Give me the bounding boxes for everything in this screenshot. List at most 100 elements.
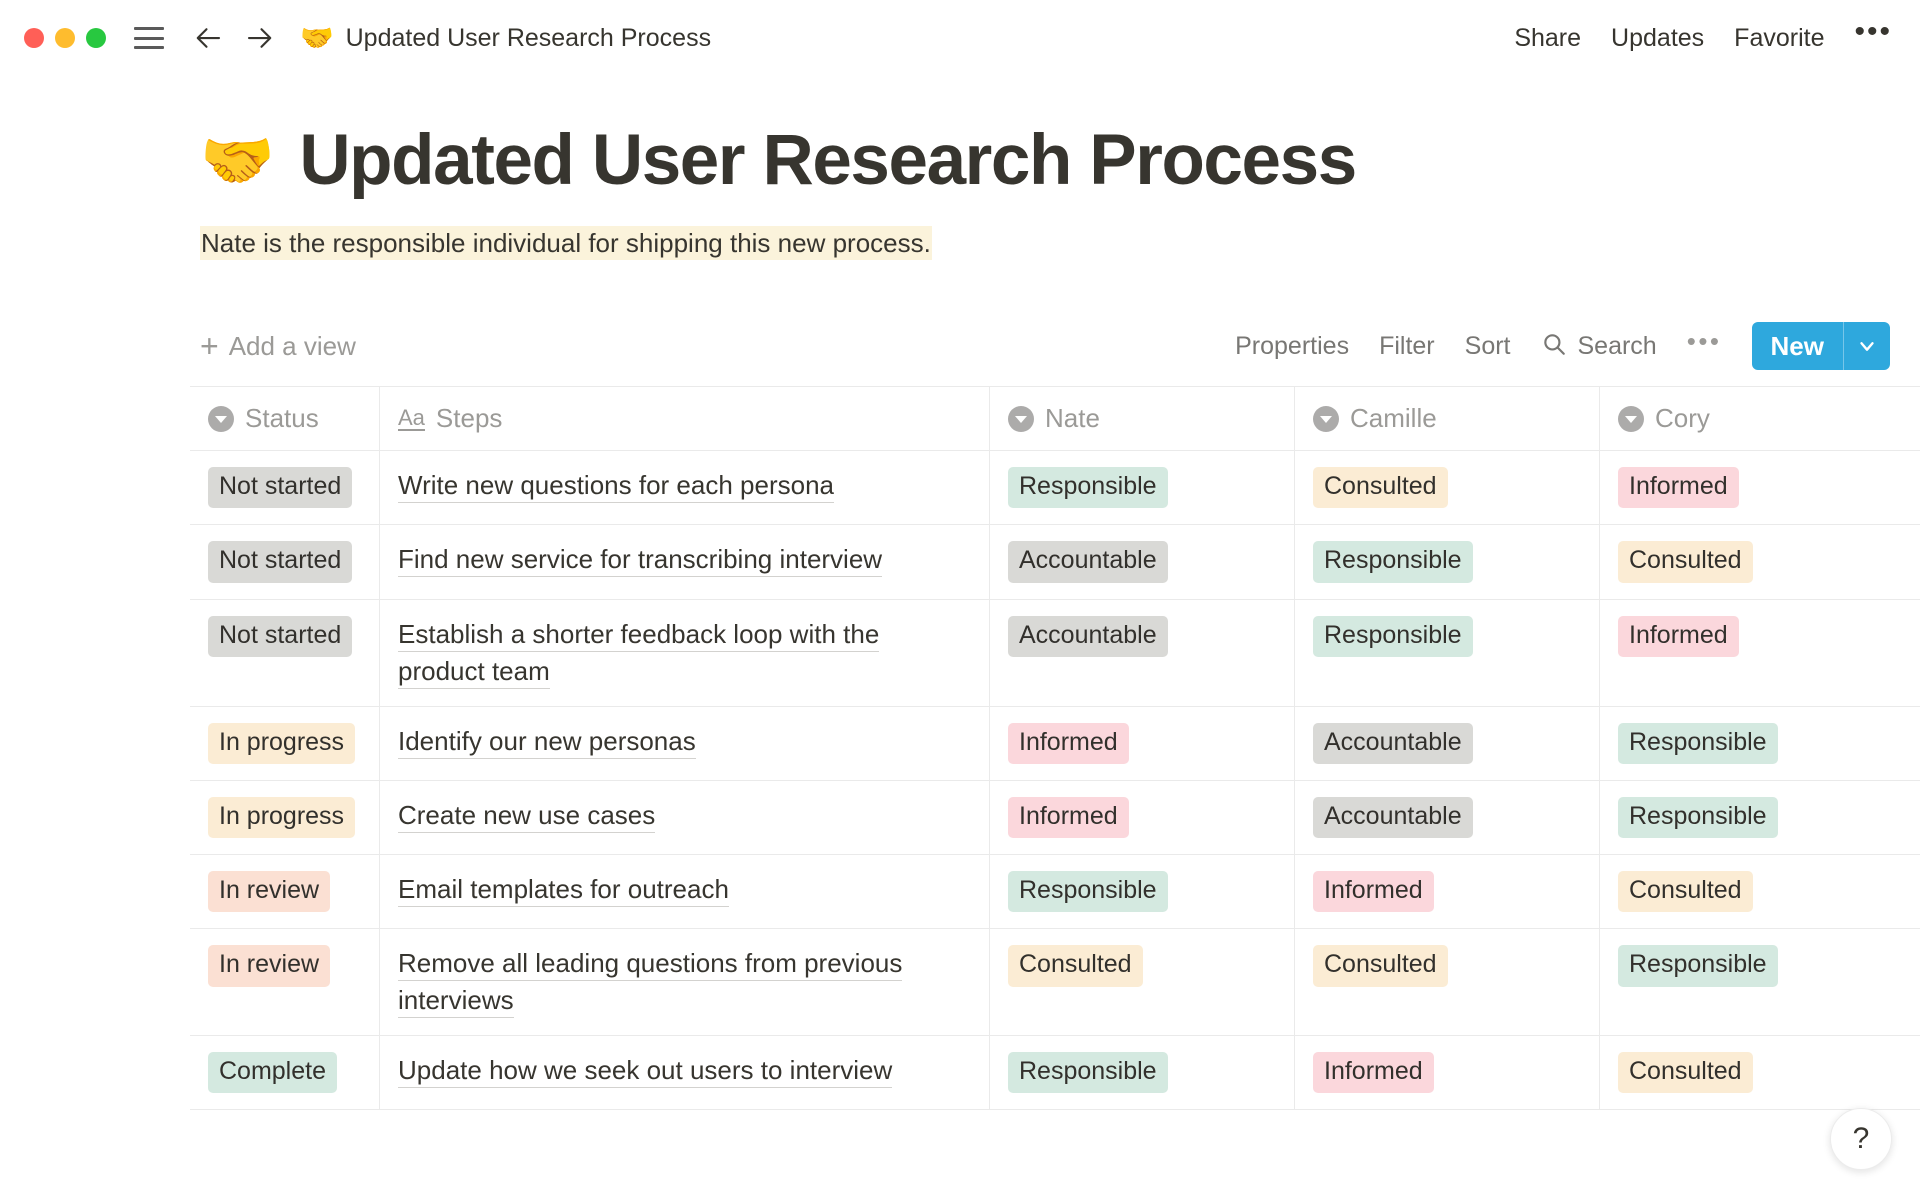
hamburger-icon[interactable] bbox=[134, 27, 164, 49]
cell-cory[interactable]: Informed bbox=[1600, 600, 1920, 706]
page-handshake-icon[interactable]: 🤝 bbox=[200, 127, 275, 195]
cell-status[interactable]: Complete bbox=[190, 1036, 380, 1110]
column-header-cory[interactable]: Cory bbox=[1600, 387, 1920, 450]
status-badge: In review bbox=[208, 871, 331, 913]
breadcrumb[interactable]: 🤝 Updated User Research Process bbox=[300, 24, 711, 53]
step-title-link[interactable]: Remove all leading questions from previo… bbox=[398, 945, 971, 1019]
page-header: 🤝 Updated User Research Process Nate is … bbox=[0, 76, 1920, 262]
cell-status[interactable]: In progress bbox=[190, 706, 380, 780]
step-title-link[interactable]: Create new use cases bbox=[398, 797, 656, 834]
table-row[interactable]: Complete Update how we seek out users to … bbox=[190, 1036, 1920, 1111]
cell-cory[interactable]: Responsible bbox=[1600, 707, 1920, 780]
maximize-window-button[interactable] bbox=[86, 28, 106, 48]
arrow-left-icon[interactable] bbox=[192, 21, 226, 55]
table-row[interactable]: Not started Write new questions for each … bbox=[190, 451, 1920, 526]
table-row[interactable]: In review Email templates for outreach Res… bbox=[190, 855, 1920, 930]
step-title-link[interactable]: Write new questions for each persona bbox=[398, 467, 834, 504]
cell-nate[interactable]: Informed bbox=[990, 706, 1295, 780]
table-row[interactable]: Not started Establish a shorter feedback … bbox=[190, 599, 1920, 707]
toolbar-right-group: Properties Filter Sort Search ••• New bbox=[1235, 322, 1920, 371]
cell-cory[interactable]: Consulted bbox=[1600, 855, 1920, 928]
cell-steps[interactable]: Create new use cases bbox=[380, 780, 990, 855]
cell-cory[interactable]: Responsible bbox=[1600, 929, 1920, 1035]
cell-nate[interactable]: Responsible bbox=[990, 1036, 1295, 1110]
step-title-link[interactable]: Find new service for transcribing interv… bbox=[398, 541, 883, 578]
cell-status[interactable]: In review bbox=[190, 855, 380, 929]
cell-camille[interactable]: Responsible bbox=[1295, 525, 1600, 599]
share-button[interactable]: Share bbox=[1514, 23, 1582, 52]
table-row[interactable]: Not started Find new service for transcri… bbox=[190, 525, 1920, 600]
cell-camille[interactable]: Informed bbox=[1295, 1036, 1600, 1110]
filter-button[interactable]: Filter bbox=[1379, 331, 1435, 360]
cell-steps[interactable]: Email templates for outreach bbox=[380, 855, 990, 929]
cell-status[interactable]: Not started bbox=[190, 525, 380, 599]
more-options-icon[interactable]: ••• bbox=[1854, 15, 1892, 48]
cell-nate[interactable]: Responsible bbox=[990, 855, 1295, 929]
cell-camille[interactable]: Consulted bbox=[1295, 451, 1600, 525]
raci-badge: Consulted bbox=[1313, 945, 1448, 987]
cell-nate[interactable]: Accountable bbox=[990, 599, 1295, 706]
view-more-options-icon[interactable]: ••• bbox=[1686, 326, 1722, 357]
sort-button[interactable]: Sort bbox=[1464, 331, 1511, 360]
cell-status[interactable]: Not started bbox=[190, 451, 380, 525]
new-record-button[interactable]: New bbox=[1751, 322, 1890, 371]
column-header-label: Status bbox=[245, 403, 319, 434]
cell-nate[interactable]: Accountable bbox=[990, 525, 1295, 599]
search-button[interactable]: Search bbox=[1541, 331, 1657, 362]
window-traffic-lights bbox=[24, 28, 106, 48]
table-row[interactable]: In review Remove all leading questions fr… bbox=[190, 929, 1920, 1037]
cell-steps[interactable]: Establish a shorter feedback loop with t… bbox=[380, 599, 990, 706]
table-row[interactable]: In progress Identify our new personas Info… bbox=[190, 706, 1920, 781]
properties-button[interactable]: Properties bbox=[1235, 331, 1350, 360]
table-row[interactable]: In progress Create new use cases Informed A… bbox=[190, 780, 1920, 856]
cell-camille[interactable]: Accountable bbox=[1295, 780, 1600, 855]
select-icon bbox=[1313, 405, 1339, 432]
cell-steps[interactable]: Update how we seek out users to intervie… bbox=[380, 1036, 990, 1110]
column-header-camille[interactable]: Camille bbox=[1295, 387, 1600, 451]
cell-cory[interactable]: Informed bbox=[1600, 451, 1920, 524]
cell-camille[interactable]: Responsible bbox=[1295, 599, 1600, 706]
page-title[interactable]: 🤝 Updated User Research Process bbox=[200, 123, 1920, 199]
raci-badge: Accountable bbox=[1313, 796, 1473, 839]
favorite-button[interactable]: Favorite bbox=[1734, 23, 1825, 52]
cell-camille[interactable]: Consulted bbox=[1295, 929, 1600, 1036]
cell-nate[interactable]: Responsible bbox=[990, 451, 1295, 525]
raci-badge: Informed bbox=[1008, 796, 1129, 839]
step-title-link[interactable]: Email templates for outreach bbox=[398, 871, 729, 908]
column-header-steps[interactable]: Aa Steps bbox=[380, 387, 990, 451]
step-title-link[interactable]: Identify our new personas bbox=[398, 723, 696, 760]
cell-cory[interactable]: Responsible bbox=[1600, 781, 1920, 854]
close-window-button[interactable] bbox=[24, 28, 44, 48]
step-title-link[interactable]: Update how we seek out users to intervie… bbox=[398, 1052, 893, 1089]
column-header-content: Nate bbox=[1008, 403, 1100, 434]
cell-cory[interactable]: Consulted bbox=[1600, 1036, 1920, 1109]
cell-nate[interactable]: Informed bbox=[990, 780, 1295, 855]
column-header-nate[interactable]: Nate bbox=[990, 387, 1295, 451]
cell-nate[interactable]: Consulted bbox=[990, 929, 1295, 1036]
cell-cory[interactable]: Consulted bbox=[1600, 525, 1920, 598]
step-title-text: Update how we seek out users to intervie… bbox=[398, 1055, 893, 1089]
minimize-window-button[interactable] bbox=[55, 28, 75, 48]
cell-camille[interactable]: Informed bbox=[1295, 855, 1600, 929]
cell-status[interactable]: In progress bbox=[190, 780, 380, 855]
status-badge: Not started bbox=[208, 615, 353, 657]
add-view-button[interactable]: + Add a view bbox=[200, 330, 356, 362]
cell-status[interactable]: Not started bbox=[190, 599, 380, 706]
status-badge: Complete bbox=[208, 1052, 337, 1094]
cell-steps[interactable]: Remove all leading questions from previo… bbox=[380, 929, 990, 1036]
help-button[interactable]: ? bbox=[1830, 1108, 1892, 1170]
column-header-status[interactable]: Status bbox=[190, 387, 380, 451]
step-title-link[interactable]: Establish a shorter feedback loop with t… bbox=[398, 616, 971, 690]
chevron-down-icon[interactable] bbox=[1844, 322, 1890, 370]
cell-status[interactable]: In review bbox=[190, 929, 380, 1036]
column-header-content: Aa Steps bbox=[398, 403, 502, 434]
cell-camille[interactable]: Accountable bbox=[1295, 706, 1600, 780]
cell-steps[interactable]: Identify our new personas bbox=[380, 706, 990, 780]
step-title-text: Email templates for outreach bbox=[398, 874, 729, 908]
arrow-right-icon[interactable] bbox=[242, 21, 276, 55]
cell-steps[interactable]: Find new service for transcribing interv… bbox=[380, 525, 990, 599]
updates-button[interactable]: Updates bbox=[1611, 23, 1705, 52]
raci-badge: Accountable bbox=[1008, 541, 1168, 583]
status-badge: In review bbox=[208, 945, 331, 987]
cell-steps[interactable]: Write new questions for each persona bbox=[380, 451, 990, 525]
